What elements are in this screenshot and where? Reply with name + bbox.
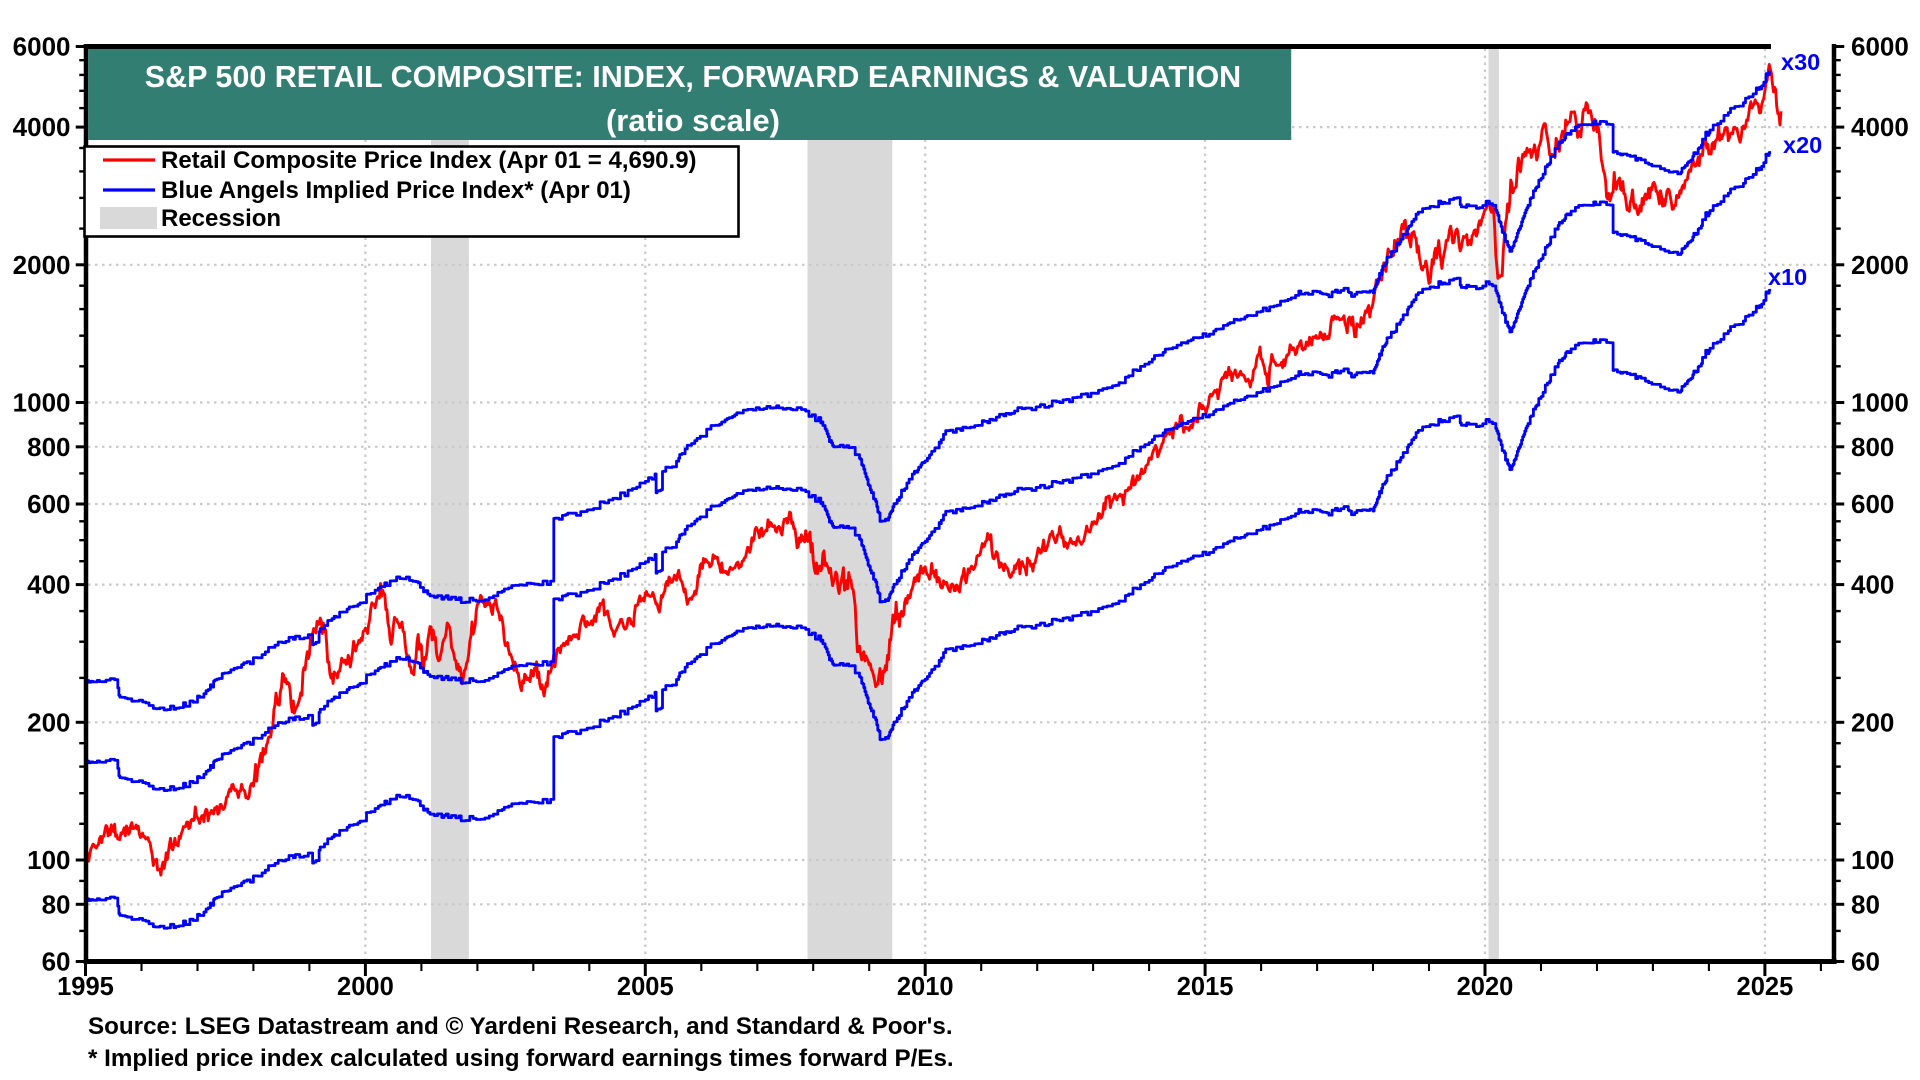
svg-text:4000: 4000	[13, 112, 71, 142]
svg-text:1000: 1000	[1851, 388, 1909, 418]
svg-text:800: 800	[1851, 432, 1894, 462]
svg-text:x10: x10	[1768, 264, 1807, 290]
svg-text:6000: 6000	[1851, 32, 1909, 62]
svg-text:x20: x20	[1783, 132, 1822, 158]
svg-text:600: 600	[1851, 489, 1894, 519]
svg-text:1000: 1000	[13, 388, 71, 418]
svg-text:80: 80	[1851, 889, 1880, 919]
svg-text:60: 60	[1851, 947, 1880, 977]
svg-text:* Implied price index calculat: * Implied price index calculated using f…	[88, 1045, 954, 1072]
svg-text:100: 100	[1851, 845, 1894, 875]
svg-text:6000: 6000	[13, 32, 71, 62]
svg-text:200: 200	[1851, 707, 1894, 737]
svg-text:(ratio scale): (ratio scale)	[606, 103, 780, 138]
svg-text:200: 200	[27, 707, 70, 737]
svg-text:2000: 2000	[13, 250, 71, 280]
svg-text:S&P 500 RETAIL COMPOSITE: INDE: S&P 500 RETAIL COMPOSITE: INDEX, FORWARD…	[145, 60, 1241, 94]
svg-text:Source: LSEG Datastream and ©: Source: LSEG Datastream and © Yardeni Re…	[88, 1013, 953, 1040]
svg-text:800: 800	[27, 432, 70, 462]
svg-text:400: 400	[1851, 570, 1894, 600]
svg-text:400: 400	[27, 570, 70, 600]
svg-text:2000: 2000	[337, 973, 394, 1001]
svg-text:600: 600	[27, 489, 70, 519]
svg-text:2000: 2000	[1851, 250, 1909, 280]
svg-text:2020: 2020	[1457, 973, 1514, 1001]
svg-text:80: 80	[42, 889, 71, 919]
svg-text:2025: 2025	[1737, 973, 1794, 1001]
svg-text:100: 100	[27, 845, 70, 875]
svg-text:2015: 2015	[1177, 973, 1234, 1001]
svg-text:2010: 2010	[897, 973, 954, 1001]
svg-text:x30: x30	[1781, 49, 1820, 75]
svg-text:Recession: Recession	[161, 205, 281, 232]
svg-text:Blue Angels Implied Price Inde: Blue Angels Implied Price Index* (Apr 01…	[161, 177, 631, 204]
svg-text:1995: 1995	[57, 973, 114, 1001]
svg-text:2005: 2005	[617, 973, 674, 1001]
svg-text:4000: 4000	[1851, 112, 1909, 142]
svg-text:Retail Composite Price Index (: Retail Composite Price Index (Apr 01 = 4…	[161, 147, 697, 174]
svg-text:60: 60	[42, 947, 71, 977]
